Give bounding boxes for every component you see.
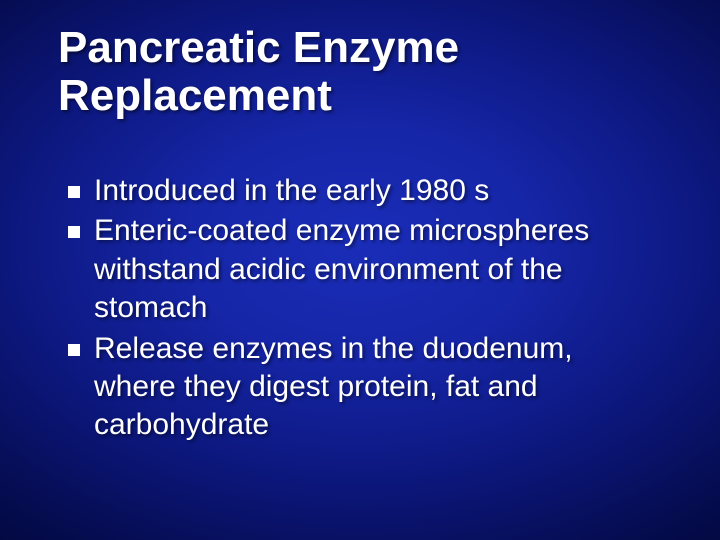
bullet-item: Introduced in the early 1980 s — [68, 172, 660, 210]
square-bullet-icon — [68, 344, 80, 356]
bullet-item: Enteric-coated enzyme microspheres withs… — [68, 212, 660, 327]
slide-title: Pancreatic Enzyme Replacement — [58, 24, 660, 119]
bullet-text: Release enzymes in the duodenum, where t… — [94, 330, 660, 445]
bullet-item: Release enzymes in the duodenum, where t… — [68, 330, 660, 445]
slide-body: Introduced in the early 1980 s Enteric-c… — [68, 172, 660, 447]
square-bullet-icon — [68, 186, 80, 198]
bullet-text: Introduced in the early 1980 s — [94, 172, 660, 210]
bullet-text: Enteric-coated enzyme microspheres withs… — [94, 212, 660, 327]
square-bullet-icon — [68, 226, 80, 238]
slide: Pancreatic Enzyme Replacement Introduced… — [0, 0, 720, 540]
